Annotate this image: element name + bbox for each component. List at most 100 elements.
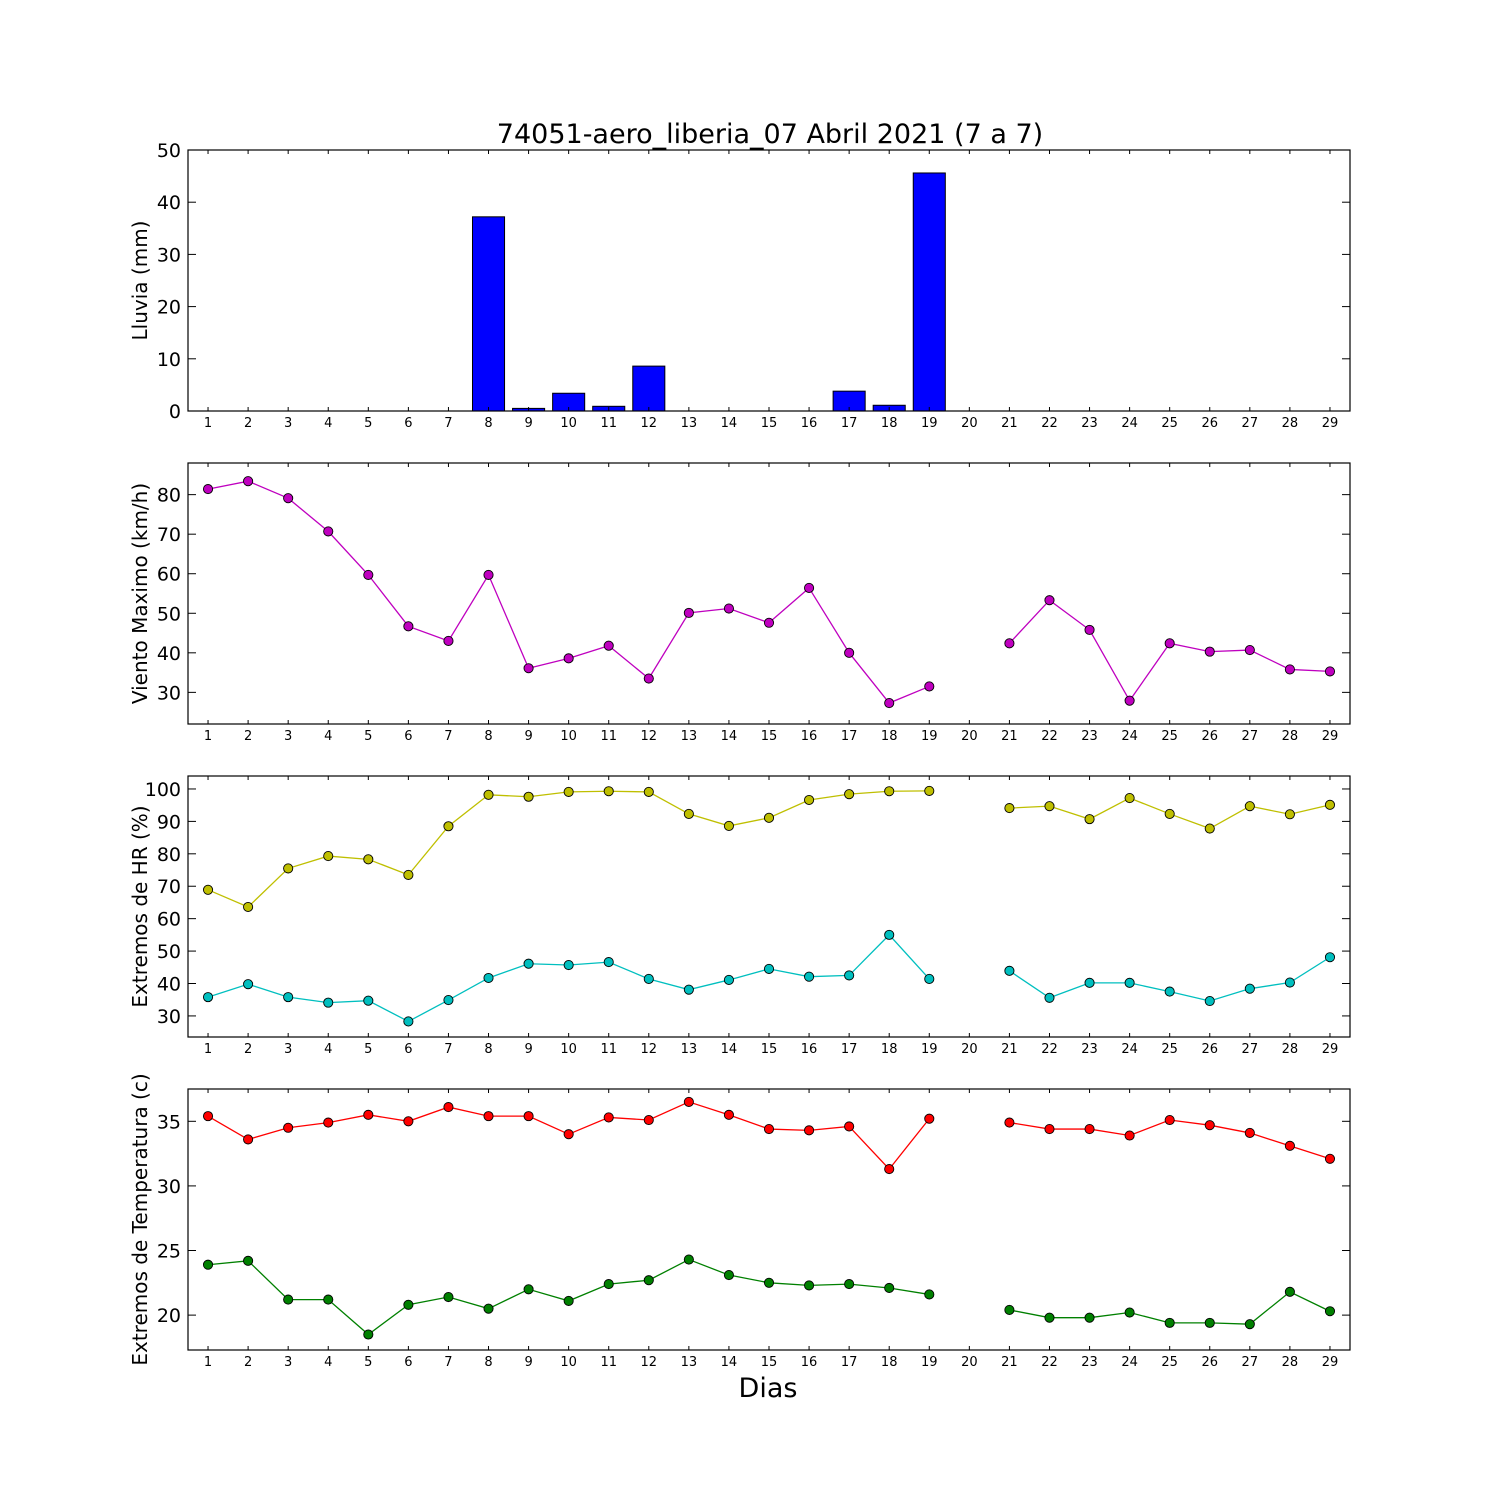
x-tick-label: 15 — [761, 416, 778, 431]
hr_max-point-day-17 — [844, 789, 855, 800]
x-tick-label: 13 — [681, 1355, 698, 1370]
x-tick-label: 9 — [524, 729, 532, 744]
hr_min-point-day-13 — [683, 984, 694, 995]
y-tick-label: 80 — [157, 844, 181, 866]
hr_max-point-day-6 — [403, 869, 414, 880]
wind-point-day-14 — [723, 603, 734, 614]
y-axis-label: Extremos de Temperatura (c) — [128, 1073, 152, 1365]
hr_min-point-day-3 — [283, 992, 294, 1003]
temp_max-point-day-26 — [1204, 1120, 1215, 1131]
y-tick-label: 30 — [157, 244, 181, 266]
y-axis-label: Lluvia (mm) — [128, 221, 152, 341]
wind-point-day-4 — [323, 526, 334, 537]
temp_min-point-day-25 — [1164, 1317, 1175, 1328]
temp_min-point-day-5 — [363, 1329, 374, 1340]
hr_max-point-day-8 — [483, 789, 494, 800]
y-tick-label: 50 — [157, 941, 181, 963]
temp_min-point-day-29 — [1324, 1306, 1336, 1317]
x-tick-label: 1 — [204, 1355, 212, 1370]
temp_max-point-day-28 — [1284, 1140, 1295, 1151]
x-tick-label: 24 — [1121, 416, 1138, 431]
axes-frame — [187, 149, 1351, 412]
x-tick-label: 23 — [1081, 1042, 1098, 1057]
x-tick-label: 26 — [1201, 416, 1218, 431]
x-tick-label: 28 — [1282, 1042, 1299, 1057]
x-tick-label: 28 — [1282, 416, 1299, 431]
temp_max-point-day-6 — [403, 1116, 414, 1127]
temp_max-point-day-24 — [1124, 1130, 1135, 1141]
hr_max-point-day-19 — [924, 785, 935, 796]
wind-point-day-26 — [1204, 646, 1215, 657]
x-tick-label: 5 — [364, 1355, 372, 1370]
y-tick-label: 35 — [157, 1111, 181, 1133]
x-tick-label: 14 — [721, 729, 738, 744]
x-tick-label: 1 — [204, 729, 212, 744]
wind-point-day-3 — [283, 493, 294, 504]
temp_min-point-day-8 — [483, 1303, 494, 1314]
x-tick-label: 28 — [1282, 729, 1299, 744]
hr_max-point-day-24 — [1124, 793, 1135, 804]
y-tick-label: 40 — [157, 643, 181, 665]
wind-point-day-22 — [1044, 595, 1055, 606]
temp_max-point-day-7 — [443, 1102, 454, 1113]
x-tick-label: 19 — [921, 1355, 938, 1370]
x-tick-label: 17 — [841, 729, 858, 744]
wind-point-day-2 — [243, 476, 254, 487]
hr_min-point-day-1 — [202, 992, 214, 1003]
temp_min-point-day-1 — [202, 1259, 214, 1270]
y-tick-label: 50 — [157, 603, 181, 625]
wind-point-day-5 — [363, 569, 374, 580]
wind-line-segment-1 — [207, 480, 930, 704]
x-tick-label: 21 — [1001, 416, 1018, 431]
x-tick-label: 11 — [600, 1042, 617, 1057]
temp_max-point-day-8 — [483, 1111, 494, 1122]
x-tick-label: 9 — [524, 416, 532, 431]
hr_min-point-day-25 — [1164, 986, 1175, 997]
x-tick-label: 17 — [841, 416, 858, 431]
x-tick-label: 24 — [1121, 1042, 1138, 1057]
hr_max-point-day-12 — [643, 786, 654, 797]
x-tick-label: 23 — [1081, 729, 1098, 744]
hr_min-point-day-10 — [563, 959, 574, 971]
panel-4: Extremos de Temperatura (c) 1 2 3 4 5 6 7 8 9 10 11… — [128, 1073, 1351, 1370]
temp_min-point-day-3 — [283, 1294, 294, 1305]
rain-bar-day-12 — [632, 365, 666, 412]
y-tick-label: 30 — [157, 1006, 181, 1028]
hr_min-point-day-9 — [523, 958, 534, 969]
x-tick-label: 19 — [921, 416, 938, 431]
y-axis-label: Extremos de HR (%) — [128, 805, 152, 1007]
x-tick-label: 13 — [681, 416, 698, 431]
x-tick-label: 18 — [881, 729, 898, 744]
y-tick-label: 20 — [157, 297, 181, 319]
x-tick-label: 6 — [404, 1355, 412, 1370]
temp_min-point-day-24 — [1124, 1307, 1135, 1318]
x-tick-label: 12 — [641, 416, 658, 431]
temp_max-point-day-15 — [763, 1124, 775, 1135]
hr_max-point-day-7 — [443, 821, 454, 832]
x-tick-label: 2 — [244, 1355, 252, 1370]
wind-point-day-18 — [884, 697, 895, 709]
x-tick-label: 23 — [1081, 416, 1098, 431]
wind-line-segment-2 — [1008, 599, 1331, 702]
x-tick-label: 21 — [1001, 1042, 1018, 1057]
x-tick-label: 6 — [404, 416, 412, 431]
wind-point-day-6 — [403, 621, 414, 632]
x-tick-label: 27 — [1242, 1355, 1259, 1370]
hr_max-point-day-15 — [763, 812, 775, 823]
hr_min-point-day-18 — [884, 929, 895, 940]
temp_min-point-day-26 — [1204, 1317, 1215, 1328]
x-tick-label: 26 — [1201, 1042, 1218, 1057]
temp_max-point-day-12 — [643, 1114, 654, 1126]
x-tick-label: 10 — [560, 729, 577, 744]
panels: Lluvia (mm)1 2 3 4 5 6 7 8 9 10 11 12 13 14 15 16 17 18 19… — [128, 140, 1351, 1370]
wind-point-day-13 — [683, 607, 694, 618]
hr_min-point-day-7 — [443, 994, 454, 1006]
x-tick-label: 6 — [404, 1042, 412, 1057]
hr_max-point-day-21 — [1004, 803, 1015, 814]
x-tick-label: 18 — [881, 416, 898, 431]
hr_max-point-day-5 — [363, 854, 374, 865]
temp_max-point-day-9 — [523, 1111, 534, 1122]
hr_max-point-day-2 — [243, 901, 254, 913]
temp_min-point-day-2 — [243, 1255, 254, 1266]
temp_max-point-day-11 — [603, 1112, 614, 1123]
